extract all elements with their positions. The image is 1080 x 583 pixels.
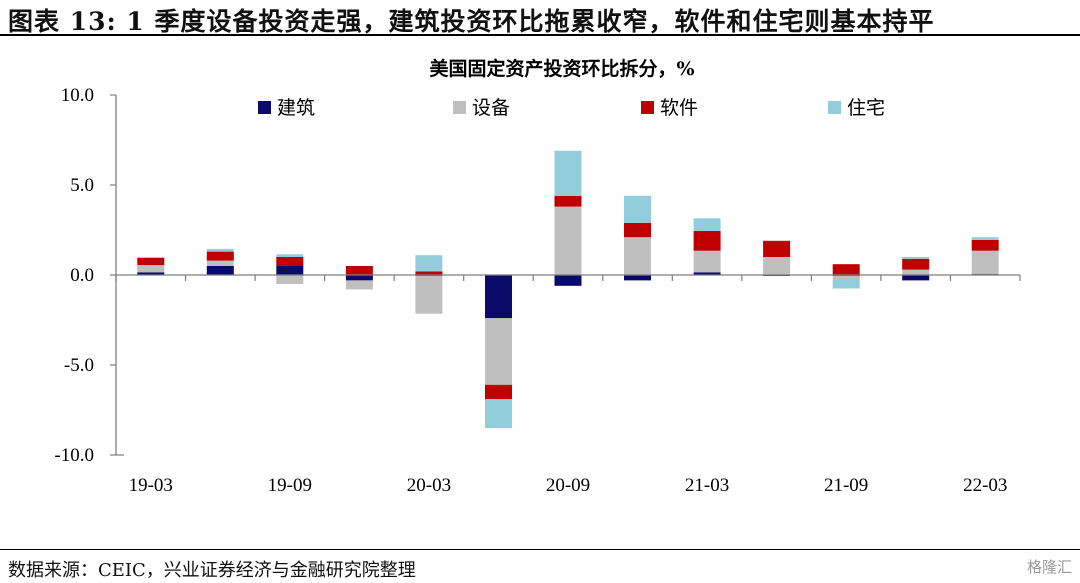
x-tick-label: 21-09 [824,475,868,496]
y-tick-label: 10.0 [61,85,94,106]
source-rule [0,549,1080,550]
legend-swatch-建筑 [258,101,271,114]
bar-segment-19-12-设备 [345,280,373,290]
x-tick-label: 22-03 [963,475,1007,496]
bar-segment-19-06-软件 [206,251,234,261]
bar-segment-21-06-设备 [763,257,791,275]
bar-segment-22-03-软件 [971,239,999,251]
bar-segment-22-03-设备 [971,250,999,275]
bar-segment-21-09-设备 [832,275,860,280]
y-tick-label: 5.0 [70,175,94,196]
bar-segment-20-09-软件 [554,195,582,207]
bar-segment-21-12-设备 [902,269,930,275]
bar-segment-19-12-建筑 [345,275,373,281]
legend: 建筑 设备 软件 住宅 [258,97,885,119]
chart-title: 美国固定资产投资环比拆分，% [429,57,694,80]
bar-segment-20-09-建筑 [554,275,582,286]
legend-swatch-软件 [641,101,654,114]
x-tick-label: 20-09 [546,475,590,496]
bar-segment-20-09-住宅 [554,150,582,196]
bar-segment-21-09-软件 [832,264,860,275]
bar-segment-21-03-住宅 [693,218,721,231]
bar-segment-22-03-住宅 [971,237,999,240]
x-tick-label: 21-03 [685,475,729,496]
bar-segment-20-03-设备 [415,275,443,314]
title-rule [0,34,1080,36]
bar-segment-21-12-住宅 [902,257,930,259]
legend-label-软件: 软件 [660,97,698,119]
bar-segment-19-09-软件 [276,257,304,266]
bar-segment-20-09-设备 [554,206,582,275]
x-tick-label: 19-09 [268,475,312,496]
bar-segment-21-06-软件 [763,240,791,257]
bars-group [137,150,999,428]
bar-segment-20-06-设备 [485,318,512,385]
bar-segment-19-03-软件 [137,257,165,266]
bar-segment-21-03-设备 [693,250,721,273]
bar-segment-21-03-建筑 [693,272,721,275]
bar-segment-21-12-软件 [902,258,930,270]
bar-segment-19-03-住宅 [137,257,165,258]
y-tick-label: -10.0 [54,445,94,466]
bar-segment-19-03-建筑 [137,272,165,275]
bar-segment-20-12-建筑 [624,275,651,281]
legend-label-设备: 设备 [472,97,510,119]
legend-label-住宅: 住宅 [847,97,885,119]
bar-segment-19-09-建筑 [276,266,304,275]
legend-swatch-住宅 [828,101,841,114]
x-tick-label: 19-03 [129,475,173,496]
bar-segment-20-12-软件 [624,222,651,238]
watermark: 格隆汇 [1026,558,1072,576]
bar-segment-20-12-住宅 [624,195,651,223]
stacked-bar-chart: 美国固定资产投资环比拆分，% 建筑 设备 软件 住宅 10.0 5.0 0.0 -5.0 -1… [54,57,1021,496]
legend-swatch-设备 [453,101,466,114]
bar-segment-19-06-建筑 [206,266,234,275]
legend-label-建筑: 建筑 [277,97,315,119]
bar-segment-21-03-软件 [693,230,721,251]
axes-group: 10.0 5.0 0.0 -5.0 -10.0 19-03 19-09 20-03 20-09 2… [54,85,1021,496]
bar-segment-20-03-软件 [415,271,443,275]
bar-segment-19-06-住宅 [206,248,234,252]
y-tick-label: -5.0 [64,355,94,376]
bar-segment-19-03-设备 [137,265,165,273]
bar-segment-19-06-设备 [206,260,234,266]
x-tick-label: 20-03 [407,475,451,496]
bar-segment-21-09-住宅 [832,279,860,289]
bar-segment-19-09-设备 [276,275,304,284]
bar-segment-19-09-住宅 [276,254,304,257]
bar-segment-20-12-设备 [624,237,651,275]
bar-segment-20-06-建筑 [485,275,512,319]
bar-segment-21-12-建筑 [902,275,930,281]
bar-segment-20-06-住宅 [485,399,512,428]
y-tick-label: 0.0 [70,265,94,286]
bar-segment-19-12-软件 [345,266,373,275]
bar-segment-20-06-软件 [485,384,512,400]
source-note: 数据来源：CEIC，兴业证券经济与金融研究院整理 [8,560,416,581]
bar-segment-20-03-住宅 [415,255,443,272]
figure-title: 图表 13: 1 季度设备投资走强，建筑投资环比拖累收窄，软件和住宅则基本持平 [8,7,935,36]
